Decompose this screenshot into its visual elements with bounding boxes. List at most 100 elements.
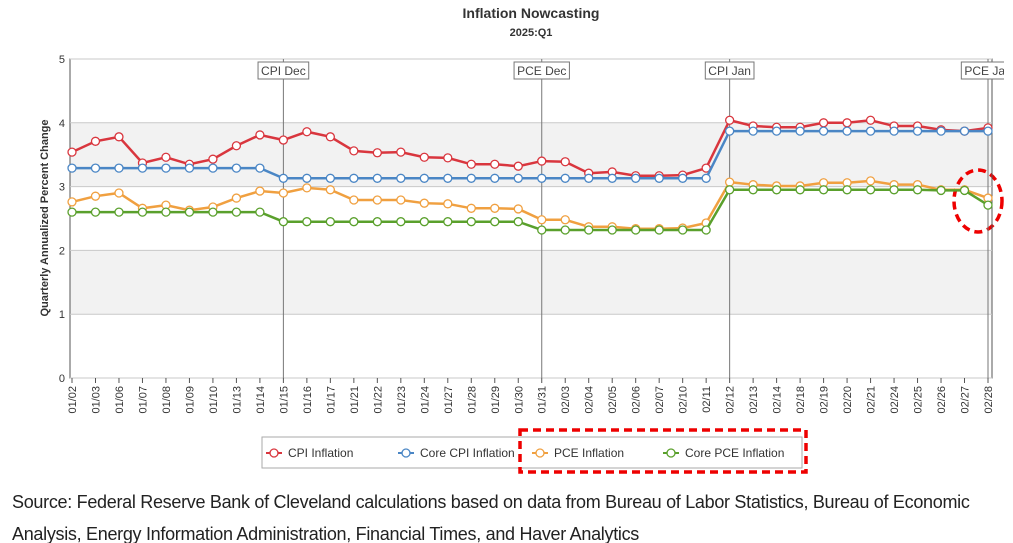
data-point <box>560 225 570 235</box>
data-point <box>631 225 641 235</box>
plot-band <box>70 122 992 187</box>
x-tick-label: 02/12 <box>725 386 737 414</box>
data-point <box>137 207 148 217</box>
data-point <box>90 163 101 173</box>
data-point <box>161 207 171 217</box>
data-point <box>701 173 711 183</box>
x-tick-label: 02/25 <box>913 386 925 414</box>
data-point <box>114 163 124 173</box>
data-point <box>161 163 171 173</box>
legend-label: Core CPI Inflation <box>420 446 515 460</box>
data-point <box>231 163 242 173</box>
data-point <box>466 203 476 213</box>
data-point <box>584 225 594 235</box>
data-point <box>231 193 242 203</box>
data-point <box>513 173 523 183</box>
data-point <box>607 173 617 183</box>
data-point <box>255 163 265 173</box>
data-point <box>208 207 218 217</box>
x-tick-label: 01/27 <box>443 386 455 414</box>
highlight-ellipse <box>952 168 1004 234</box>
data-point <box>278 217 289 227</box>
data-point <box>936 185 946 196</box>
x-tick-label: 02/19 <box>819 386 831 414</box>
plot-band <box>70 250 992 315</box>
data-point <box>372 195 382 205</box>
series-line <box>72 129 988 180</box>
data-point <box>537 156 547 166</box>
data-point <box>724 126 735 136</box>
data-point <box>255 130 265 140</box>
legend-label: Core PCE Inflation <box>685 446 784 460</box>
data-point <box>419 152 429 162</box>
data-point <box>114 207 124 217</box>
data-point <box>396 195 406 205</box>
x-tick-label: 02/03 <box>560 386 572 414</box>
data-point <box>255 186 265 196</box>
data-point <box>137 163 148 173</box>
data-point <box>349 217 359 227</box>
data-point <box>302 217 312 227</box>
data-point <box>631 173 641 183</box>
x-tick-label: 02/14 <box>772 386 784 414</box>
x-tick-label: 01/16 <box>302 386 314 414</box>
data-point <box>325 173 336 183</box>
highlight-box <box>518 428 808 474</box>
data-point <box>231 207 242 217</box>
release-label-box <box>960 61 1004 80</box>
data-point <box>372 173 382 183</box>
release-label: PCE Jan <box>964 64 1004 78</box>
data-point <box>654 225 664 235</box>
data-point <box>349 173 359 183</box>
data-point <box>278 188 289 198</box>
data-point <box>513 217 523 227</box>
data-point <box>701 225 711 235</box>
chart-subtitle: 2025:Q1 <box>510 27 553 39</box>
y-tick-label: 5 <box>59 54 65 66</box>
x-tick-label: 01/08 <box>161 386 173 414</box>
data-point <box>771 185 782 195</box>
data-point <box>490 159 500 169</box>
data-point <box>255 207 265 217</box>
data-point <box>466 173 476 183</box>
data-point <box>842 185 852 195</box>
data-point <box>724 115 735 125</box>
x-tick-label: 01/28 <box>466 386 478 414</box>
data-point <box>302 127 312 137</box>
data-point <box>865 115 876 125</box>
x-tick-label: 02/10 <box>678 386 690 414</box>
data-point <box>325 217 336 227</box>
data-point <box>90 191 101 201</box>
x-tick-label: 02/27 <box>960 386 972 414</box>
data-point <box>349 146 359 156</box>
data-point <box>959 126 970 136</box>
data-point <box>278 135 289 145</box>
x-tick-label: 01/07 <box>137 386 149 414</box>
legend-marker <box>535 448 545 458</box>
x-tick-label: 02/21 <box>866 386 878 414</box>
data-point <box>748 126 758 136</box>
x-tick-label: 02/26 <box>936 386 948 414</box>
data-point <box>959 185 970 196</box>
plot-area <box>69 58 993 379</box>
release-label-box <box>704 61 755 80</box>
data-point <box>208 154 218 164</box>
data-point <box>372 148 382 158</box>
data-point <box>231 141 242 151</box>
data-point <box>443 173 453 183</box>
data-point <box>372 217 382 227</box>
x-tick-label: 01/10 <box>208 386 220 414</box>
data-point <box>678 225 688 235</box>
data-point <box>490 173 500 183</box>
x-tick-label: 01/24 <box>419 386 431 414</box>
chart-title: Inflation Nowcasting <box>463 5 600 21</box>
data-point <box>349 195 359 205</box>
chart: Inflation Nowcasting 2025:Q1 Quarterly A… <box>39 5 1004 474</box>
data-point <box>302 183 312 193</box>
data-point <box>184 207 195 217</box>
x-tick-label: 02/05 <box>607 386 619 414</box>
x-tick-label: 02/18 <box>795 386 807 414</box>
data-point <box>865 176 876 186</box>
legend-marker <box>401 448 411 458</box>
